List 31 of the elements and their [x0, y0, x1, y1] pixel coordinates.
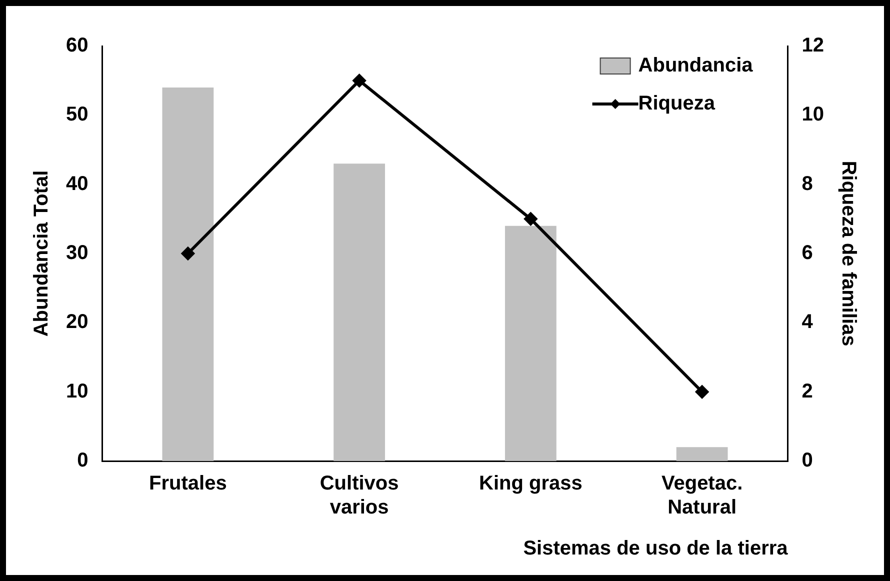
y-tick-label: 50: [66, 104, 88, 126]
legend-label: Riqueza: [638, 92, 716, 115]
legend-label: Abundancia: [638, 54, 754, 77]
y2-tick-label: 12: [802, 34, 824, 57]
bar: [334, 164, 386, 461]
x-tick-label: Cultivos varios: [320, 472, 399, 519]
point: [181, 247, 194, 260]
x-tick-label: Vegetac. Natural: [661, 472, 743, 519]
point: [352, 74, 366, 88]
point: [524, 212, 538, 226]
y-tick-label: 40: [66, 172, 88, 195]
y-axis-title: Abundancia Total: [30, 170, 53, 337]
bar: [676, 447, 728, 461]
bar: [162, 88, 214, 461]
y2-tick-label: 2: [802, 380, 813, 402]
y-tick-label: 30: [66, 242, 88, 264]
y-tick-label: 20: [66, 311, 88, 334]
y2-tick-label: 4: [802, 311, 814, 334]
x-axis-title: Sistemas de uso de la tierra: [523, 538, 789, 560]
x-tick-label: Frutales: [149, 472, 227, 495]
y2-axis-title: Riqueza de familias: [837, 160, 860, 346]
y2-tick-label: 0: [802, 450, 813, 472]
y2-tick-label: 10: [802, 104, 824, 126]
y-tick-label: 0: [77, 450, 88, 472]
x-tick-label: King grass: [479, 472, 582, 495]
point: [696, 385, 709, 398]
y-tick-label: 10: [66, 380, 88, 402]
y2-tick-label: 8: [802, 172, 813, 195]
y2-tick-label: 6: [802, 242, 813, 264]
bar: [504, 226, 556, 461]
y-tick-label: 60: [66, 34, 88, 57]
